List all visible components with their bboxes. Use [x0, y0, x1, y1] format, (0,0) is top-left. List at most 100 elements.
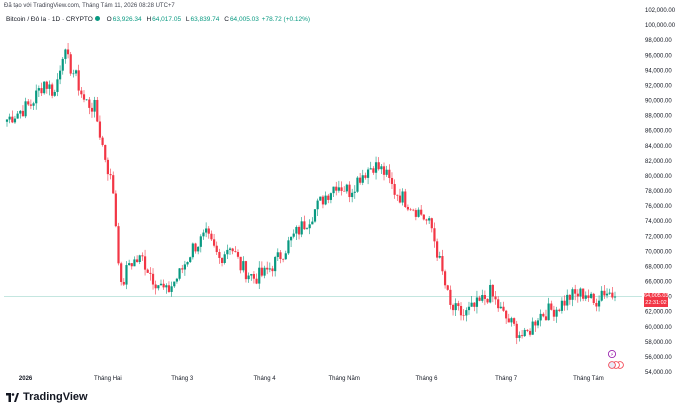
candle-body [359, 177, 362, 183]
candle-body [412, 209, 415, 211]
price-tick-label: 78,000.00 [645, 189, 672, 195]
candle-body [443, 271, 447, 286]
candle-body [319, 196, 322, 201]
price-tick-label: 74,000.00 [645, 219, 672, 225]
candle-body [486, 298, 489, 303]
candle-body [170, 286, 173, 292]
candle-body [327, 195, 330, 200]
candle-body [51, 84, 54, 96]
candle-body [244, 261, 248, 280]
time-tick-label: Tháng 4 [254, 376, 277, 382]
flag-event-icon[interactable] [608, 361, 616, 369]
candle-body [120, 263, 123, 282]
candle-body [425, 219, 428, 221]
price-tick-label: 70,000.00 [645, 249, 672, 255]
candle-body [80, 90, 83, 95]
candle-body [465, 310, 468, 316]
candle-body [462, 315, 465, 316]
candle-body [77, 70, 80, 91]
price-tick-label: 72,000.00 [645, 234, 672, 240]
candle-body [518, 335, 521, 338]
candle-body [459, 306, 463, 316]
candle-body [353, 191, 356, 193]
candle-body [372, 168, 375, 173]
candle-body [239, 256, 242, 271]
candle-body [613, 296, 617, 298]
candle-body [266, 267, 269, 270]
candle-body [332, 186, 335, 194]
candle-body [175, 278, 179, 282]
candle-body [356, 177, 359, 192]
candle-body [165, 285, 168, 288]
candle-body [526, 329, 529, 331]
candle-body [457, 303, 460, 307]
candle-body [313, 209, 317, 222]
candle-body [37, 88, 40, 91]
low-label: L [185, 16, 190, 23]
candle-body [82, 94, 86, 100]
candle-body [117, 226, 120, 264]
candle-body [303, 221, 306, 230]
candle-body [510, 318, 513, 323]
candle-body [282, 259, 285, 260]
event-markers[interactable]: ⚡ [607, 349, 624, 369]
time-tick-label: Tháng Năm [329, 376, 360, 382]
candle-body [234, 251, 237, 253]
candle-body [494, 296, 497, 300]
candle-body [542, 313, 545, 317]
time-tick-label: Tháng 6 [415, 376, 438, 382]
candle-body [133, 259, 136, 267]
price-tick-label: 80,000.00 [645, 174, 672, 180]
bolt-event-icon[interactable] [607, 349, 617, 359]
candle-body [215, 245, 218, 253]
candle-body [258, 267, 261, 284]
candle-body [297, 226, 301, 235]
candle-body [499, 306, 502, 309]
candle-body [563, 300, 566, 306]
candle-body [276, 252, 279, 258]
candle-body [513, 318, 516, 324]
tradingview-brand-text: TradingView [23, 391, 88, 403]
candle-body [436, 241, 439, 258]
candle-body [361, 175, 364, 183]
candle-body [13, 118, 17, 123]
candle-body [191, 243, 194, 258]
close-value: 64,005.03 [229, 16, 259, 23]
candle-body [600, 290, 603, 301]
candle-body [19, 110, 22, 114]
candle-body [114, 193, 117, 227]
candle-body [226, 249, 229, 255]
candle-body [300, 221, 303, 235]
high-value: 64,017.05 [152, 16, 182, 23]
candle-body [88, 99, 91, 108]
price-axis[interactable]: 54,000.00 56,000.00 58,000.00 60,000.00 62,0… [645, 8, 676, 376]
candle-body [539, 313, 542, 321]
candle-body [143, 256, 147, 270]
candle-body [106, 159, 109, 175]
candle-body [329, 193, 333, 200]
candle-body [146, 269, 149, 273]
open-label: O [106, 16, 112, 23]
candle-body [56, 79, 59, 92]
price-tick-label: 54,000.00 [645, 370, 672, 376]
candle-body [122, 281, 125, 285]
candle-body [475, 297, 479, 307]
candle-body [351, 192, 354, 198]
price-tick-label: 68,000.00 [645, 264, 672, 270]
time-axis[interactable]: 2026 Tháng Hai Tháng 3 Tháng 4 Tháng Năm Thán… [19, 376, 604, 382]
tradingview-logo[interactable]: TradingView [6, 391, 88, 403]
symbol-name[interactable]: Bitcoin / Đô la · 1D · CRYPTO [6, 16, 93, 23]
candle-body [271, 268, 274, 272]
candle-body [178, 268, 181, 279]
candle-body [59, 70, 62, 80]
candle-body [454, 303, 457, 311]
candle-body [205, 228, 208, 233]
candle-body [183, 264, 186, 270]
candle-body [101, 137, 104, 145]
candle-body [263, 267, 266, 276]
candle-body [324, 195, 327, 205]
price-tick-label: 98,000.00 [645, 38, 672, 44]
price-tick-label: 66,000.00 [645, 280, 672, 286]
price-tick-label: 100,000.00 [645, 23, 676, 29]
